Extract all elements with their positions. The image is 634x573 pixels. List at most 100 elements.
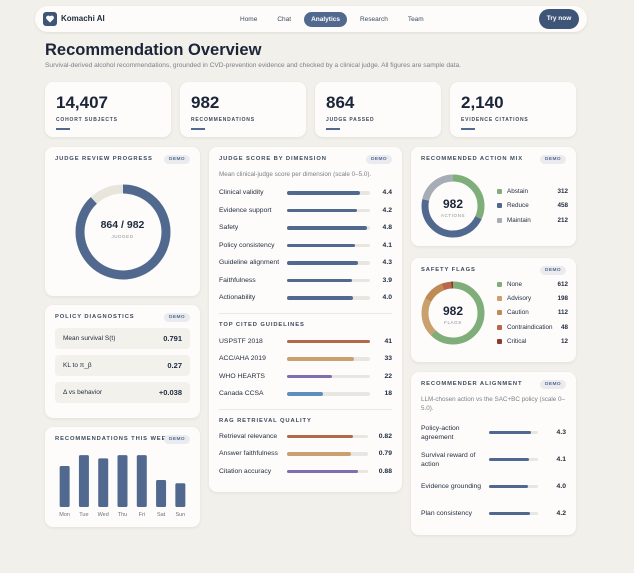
bar [98, 458, 109, 507]
legend-value: 212 [557, 216, 568, 224]
bar-track [287, 392, 370, 396]
bar-track [287, 261, 370, 265]
kpi-label: EVIDENCE CITATIONS [461, 117, 529, 123]
donut: 982 ACTIONS [421, 174, 485, 238]
row-value: 4.1 [556, 456, 566, 463]
diagnostic-value: 0.27 [167, 361, 182, 370]
bar-track [287, 339, 370, 343]
donut-segment [421, 174, 485, 238]
row-label: Safety [219, 224, 239, 232]
page-title: Recommendation Overview [45, 41, 262, 59]
legend-value: 12 [560, 338, 568, 346]
bar-row: Policy consistency 4.1 [219, 237, 392, 255]
bar-chart: Mon Tue Wed Thu Fri Sat Sun [59, 455, 186, 518]
donut-total: 982 [443, 304, 463, 318]
row-label: Clinical validity [219, 189, 264, 197]
card-title: RECOMMENDATIONS THIS WEEK [55, 436, 172, 442]
bar-track [287, 191, 370, 195]
legend-value: 48 [560, 323, 568, 331]
legend-item: Contraindication 48 [497, 320, 568, 334]
kpi-card: 14,407 COHORT SUBJECTS [45, 82, 171, 137]
row-value: 0.79 [378, 450, 392, 458]
x-tick-label: Thu [118, 512, 127, 518]
bar-row: USPSTF 2018 41 [219, 333, 392, 351]
diagnostic-label: Mean survival S(t) [63, 335, 116, 342]
legend-value: 612 [557, 280, 568, 288]
row-value: 4.0 [556, 483, 566, 490]
row-label: Guideline alignment [219, 259, 280, 267]
kpi-label: RECOMMENDATIONS [191, 117, 255, 123]
diagnostic-label: Δ vs behavior [63, 389, 103, 396]
bar [287, 357, 354, 361]
legend-value: 112 [557, 309, 568, 317]
row-value: 4.8 [382, 224, 392, 232]
donut-segment [421, 281, 485, 345]
bar-row: ACC/AHA 2019 33 [219, 350, 392, 368]
row-label: Faithfulness [219, 276, 256, 284]
row-value: 4.3 [556, 429, 566, 436]
bar [287, 191, 361, 195]
section-title: RAG RETRIEVAL QUALITY [219, 417, 312, 424]
donut: 982 FLAGS [421, 281, 485, 345]
alignment-rows: Policy-action agreement 4.3 Survival rewar… [421, 419, 566, 527]
x-tick-label: Sat [157, 512, 166, 518]
logo [43, 12, 57, 26]
bar [489, 457, 530, 462]
row-value: 4.2 [382, 206, 392, 214]
kpi-card: 982 RECOMMENDATIONS [180, 82, 306, 137]
legend-label: None [507, 280, 523, 288]
navbar: Komachi AI Home Chat Analytics Research Team… [35, 6, 587, 32]
kpi-card: 864 JUDGE PASSED [315, 82, 441, 137]
nav-link[interactable]: Team [407, 15, 424, 23]
nav-link[interactable]: Home [240, 15, 258, 23]
bar [287, 434, 354, 438]
bar [287, 452, 351, 456]
donut-caption: FLAGS [444, 320, 462, 325]
row-label: WHO HEARTS [219, 372, 265, 380]
x-tick-label: Wed [98, 512, 109, 518]
legend-item: Abstain 312 [497, 184, 568, 198]
diagnostic-row: KL to π_β 0.27 [55, 355, 190, 376]
bar [287, 278, 352, 282]
nav-link[interactable]: Chat [277, 15, 292, 23]
bar-track [287, 296, 370, 300]
bar-row: Safety 4.8 [219, 219, 392, 237]
divider [219, 312, 392, 314]
cta-button[interactable]: Try now [539, 9, 579, 29]
card-subtitle: Mean clinical-judge score per dimension … [219, 171, 372, 178]
legend-swatch [497, 203, 502, 209]
card-title: SAFETY FLAGS [421, 267, 476, 273]
row-value: 0.82 [378, 432, 392, 440]
legend-swatch [497, 324, 502, 330]
diagnostic-row: Δ vs behavior +0.038 [55, 382, 190, 403]
row-label: Retrieval relevance [219, 432, 278, 440]
action-mix-card: RECOMMENDED ACTION MIX DEMO 982 ACTIONS Ab… [411, 147, 576, 246]
kpi-underline [56, 128, 70, 130]
bar-row: Plan consistency 4.2 [421, 500, 566, 527]
diagnostic-value: 0.791 [163, 334, 182, 343]
bar-row: Policy-action agreement 4.3 [421, 419, 566, 446]
section-title: TOP CITED GUIDELINES [219, 321, 305, 328]
x-tick-label: Fri [139, 512, 145, 518]
kpi-value: 14,407 [56, 93, 108, 112]
badge: DEMO [164, 313, 190, 322]
donut-total: 982 [443, 197, 463, 211]
legend-item: None 612 [497, 277, 568, 291]
row-value: 4.3 [382, 259, 392, 267]
kpi-card: 2,140 EVIDENCE CITATIONS [450, 82, 576, 137]
nav-link[interactable]: Research [359, 15, 388, 23]
badge: DEMO [540, 380, 566, 389]
nav-link[interactable]: Analytics [304, 11, 347, 27]
rag-rows: Retrieval relevance 0.82 Answer faithfulne… [219, 428, 392, 481]
row-value: 4.0 [382, 294, 392, 302]
row-value: 4.2 [556, 510, 566, 517]
judge-score-card: JUDGE SCORE BY DIMENSION DEMO Mean clini… [209, 147, 402, 492]
row-label: ACC/AHA 2019 [219, 355, 266, 363]
bar [287, 226, 367, 230]
bar-row: Citation accuracy 0.88 [219, 463, 392, 481]
donut-segment [421, 174, 485, 238]
kpi-value: 2,140 [461, 93, 504, 112]
legend-label: Contraindication [507, 323, 553, 331]
kpi-underline [191, 128, 205, 130]
brand: Komachi AI [61, 14, 105, 23]
